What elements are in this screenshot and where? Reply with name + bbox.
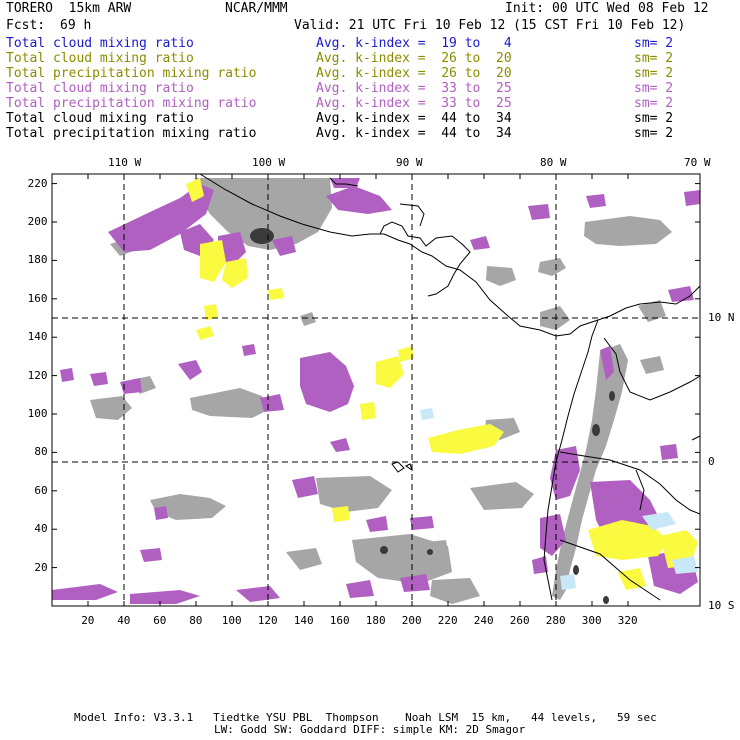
longitude-label: 70 W [684, 156, 711, 169]
gray-cloud-field [90, 178, 672, 604]
y-tick-label: 20 [34, 560, 48, 574]
cloud-fields [52, 178, 700, 604]
footer-physics-info: LW: Godd SW: Goddard DIFF: simple KM: 2D… [214, 723, 526, 736]
x-tick-label: 140 [293, 614, 314, 627]
latitude-label: 10 N [708, 311, 735, 324]
axis-ticks [52, 174, 700, 606]
magenta-cloud-field [52, 178, 700, 604]
legend-row: Total cloud mixing ratio Avg. k-index = 4… [6, 111, 736, 126]
legend-field-name: Total cloud mixing ratio [6, 111, 194, 126]
legend-smoothing: sm= 2 [634, 81, 674, 96]
valid-time: Valid: 21 UTC Fri 10 Feb 12 (15 CST Fri … [294, 18, 686, 33]
y-tick-label: 120 [27, 368, 48, 382]
forecast-label: Fcst: [6, 18, 46, 33]
y-tick-label: 60 [34, 483, 48, 497]
legend-k-index: Avg. k-index = 33 to 25 [316, 81, 512, 96]
legend-field-name: Total cloud mixing ratio [6, 81, 194, 96]
legend-k-index: Avg. k-index = 33 to 25 [316, 96, 512, 111]
x-tick-label: 100 [221, 614, 242, 627]
longitude-label: 110 W [108, 156, 142, 169]
latitude-label: 10 S [708, 599, 735, 612]
org-label: NCAR/MMM [225, 1, 288, 16]
latitude-label: 0 [708, 455, 715, 468]
x-tick-label: 240 [473, 614, 494, 627]
footer-model-info: Model Info: V3.3.1 Tiedtke YSU PBL Thomp… [74, 711, 657, 724]
y-tick-label: 40 [34, 522, 48, 536]
y-tick-label: 100 [27, 407, 48, 420]
legend-k-index: Avg. k-index = 19 to 4 [316, 36, 512, 51]
y-tick-label: 180 [27, 253, 48, 267]
x-tick-label: 20 [81, 614, 95, 627]
legend-field-name: Total precipitation mixing ratio [6, 66, 257, 81]
legend-field-name: Total precipitation mixing ratio [6, 96, 257, 111]
x-tick-label: 180 [365, 614, 386, 627]
longitude-label: 80 W [540, 156, 567, 169]
legend-smoothing: sm= 2 [634, 111, 674, 126]
legend-smoothing: sm= 2 [634, 66, 674, 81]
init-time: Init: 00 UTC Wed 08 Feb 12 [505, 1, 709, 16]
x-tick-label: 200 [401, 614, 422, 627]
x-tick-label: 320 [617, 614, 638, 627]
x-tick-label: 280 [545, 614, 566, 627]
x-tick-label: 160 [329, 614, 350, 627]
x-tick-label: 40 [117, 614, 131, 627]
legend-row: Total cloud mixing ratio Avg. k-index = 1… [6, 36, 736, 51]
x-tick-label: 300 [581, 614, 602, 627]
longitude-label: 90 W [396, 156, 423, 169]
coastlines [199, 174, 700, 601]
legend-k-index: Avg. k-index = 26 to 20 [316, 51, 512, 66]
legend-row: Total cloud mixing ratio Avg. k-index = 3… [6, 81, 736, 96]
legend-field-name: Total cloud mixing ratio [6, 36, 194, 51]
legend-smoothing: sm= 2 [634, 96, 674, 111]
legend-smoothing: sm= 2 [634, 51, 674, 66]
y-tick-label: 220 [27, 176, 48, 190]
legend-k-index: Avg. k-index = 26 to 20 [316, 66, 512, 81]
x-tick-label: 220 [437, 614, 458, 627]
legend-field-name: Total precipitation mixing ratio [6, 126, 257, 141]
x-tick-label: 260 [509, 614, 530, 627]
legend-row: Total precipitation mixing ratio Avg. k-i… [6, 96, 736, 111]
legend-row: Total precipitation mixing ratio Avg. k-i… [6, 126, 736, 141]
legend-field-name: Total cloud mixing ratio [6, 51, 194, 66]
x-tick-label: 80 [189, 614, 203, 627]
legend-row: Total cloud mixing ratio Avg. k-index = 2… [6, 51, 736, 66]
y-tick-label: 80 [34, 445, 48, 459]
y-tick-label: 160 [27, 291, 48, 305]
x-tick-label: 120 [257, 614, 278, 627]
y-tick-label: 200 [27, 215, 48, 228]
lightblue-field [420, 408, 698, 590]
y-tick-label: 140 [27, 330, 48, 344]
forecast-hours: 69 h [60, 18, 92, 33]
lat-lon-grid [52, 174, 700, 606]
legend-row: Total precipitation mixing ratio Avg. k-i… [6, 66, 736, 81]
legend-smoothing: sm= 2 [634, 36, 674, 51]
legend-k-index: Avg. k-index = 44 to 34 [316, 126, 512, 141]
longitude-label: 100 W [252, 156, 286, 169]
legend-smoothing: sm= 2 [634, 126, 674, 141]
x-tick-label: 60 [153, 614, 167, 627]
legend-k-index: Avg. k-index = 44 to 34 [316, 111, 512, 126]
model-title: TORERO 15km ARW [6, 1, 132, 16]
